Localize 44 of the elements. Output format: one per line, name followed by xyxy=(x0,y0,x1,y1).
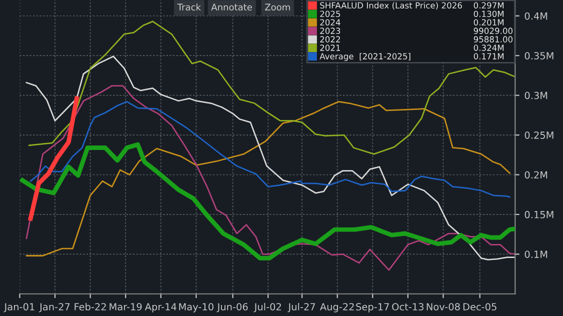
y-tick-label: 0.15M xyxy=(524,210,554,218)
x-tick-label: Aug-22 xyxy=(320,303,354,312)
x-tick-label: Nov-08 xyxy=(426,303,460,310)
y-tick-label: 0.35M xyxy=(524,52,554,60)
x-tick-label: Oct-13 xyxy=(392,303,424,310)
annotation: 0.201M xyxy=(474,19,504,26)
x-tick-label: Jul-27 xyxy=(288,302,316,312)
legend-label: 2024 xyxy=(320,19,340,26)
x-tick-label: Feb-22 xyxy=(74,302,106,310)
legend-label: SHFAALUD Index (Last Price) 2026 xyxy=(320,2,462,10)
legend-label: 2025 xyxy=(320,10,340,18)
x-tick-label: Apr-14 xyxy=(144,303,176,312)
line-series xyxy=(28,20,514,155)
x-tick-label: Dec-05 xyxy=(463,303,496,310)
legend-label: 2021 xyxy=(320,44,340,51)
y-tick-label: 0.1M xyxy=(524,250,548,258)
x-tick-label: May-10 xyxy=(179,303,214,312)
line-series xyxy=(26,85,516,271)
annotation: Annotate xyxy=(211,4,252,11)
line-series xyxy=(20,142,516,260)
legend-label: 2023 xyxy=(320,28,340,34)
x-tick-label: Sep-17 xyxy=(356,303,389,312)
x-tick-label: Jun-06 xyxy=(216,303,248,312)
y-tick-label: 0.4M xyxy=(524,12,548,20)
x-tick-label: Jan-27 xyxy=(39,303,70,312)
line-series xyxy=(30,100,510,198)
legend-label: 2022 xyxy=(320,36,340,42)
annotation: 99029.00 xyxy=(474,28,513,34)
y-tick-label: 0.25M xyxy=(524,132,554,139)
annotation: Track xyxy=(177,4,201,11)
annotation: 0.130M xyxy=(474,10,504,18)
annotation: 0.324M xyxy=(474,44,504,51)
legend-label: Average [2021-2025] xyxy=(320,52,410,62)
x-tick-label: Jan-01 xyxy=(4,303,34,312)
y-tick-label: 0.3M xyxy=(524,92,548,100)
y-tick-label: 0.2M xyxy=(524,171,548,179)
line-series xyxy=(26,100,510,256)
x-tick-label: Mar-19 xyxy=(110,303,142,310)
annotation: Zoom xyxy=(265,4,290,11)
x-tick-label: Jul-02 xyxy=(254,302,281,312)
annotation: 0.171M xyxy=(474,53,504,60)
annotation: 0.297M xyxy=(474,2,504,9)
annotation: 95881.00 xyxy=(474,36,513,42)
line-series xyxy=(28,96,79,221)
